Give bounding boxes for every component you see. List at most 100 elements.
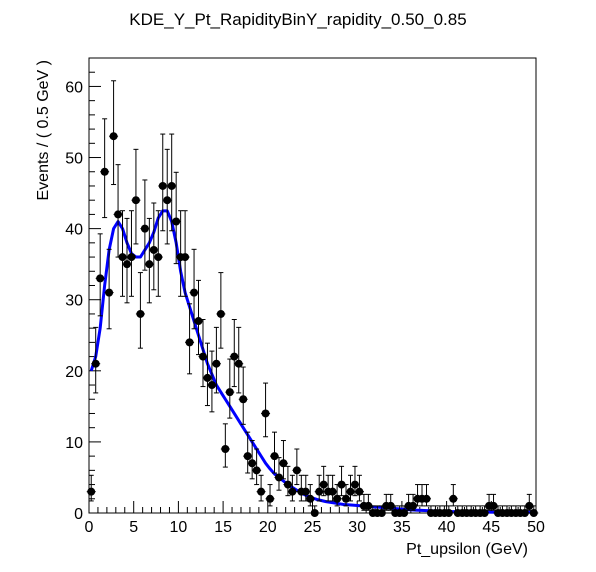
data-marker <box>230 352 239 361</box>
data-point <box>149 202 159 291</box>
data-point <box>229 319 239 388</box>
data-point <box>363 493 373 511</box>
data-point <box>448 484 458 507</box>
data-point <box>189 248 199 330</box>
data-point <box>529 505 539 517</box>
data-point <box>126 210 136 297</box>
data-marker <box>520 509 529 517</box>
data-point <box>104 248 114 330</box>
data-marker <box>194 317 203 326</box>
x-tick-label: 45 <box>482 519 500 536</box>
data-point <box>243 431 253 474</box>
data-point <box>287 474 297 502</box>
data-marker <box>529 509 538 517</box>
data-point <box>185 303 195 375</box>
data-marker <box>248 459 257 468</box>
data-marker <box>489 501 498 510</box>
data-point <box>252 448 262 486</box>
data-marker <box>328 487 337 496</box>
data-marker <box>149 245 158 254</box>
data-point <box>225 358 235 419</box>
y-tick-label: 50 <box>65 151 83 168</box>
x-tick-label: 5 <box>129 519 138 536</box>
data-point <box>131 148 141 245</box>
data-point <box>158 133 168 232</box>
data-point <box>95 233 105 317</box>
data-point <box>301 474 311 502</box>
data-point <box>144 217 154 304</box>
data-point <box>247 440 257 480</box>
plot-frame <box>88 57 537 514</box>
data-point <box>238 366 248 425</box>
data-marker <box>350 480 359 489</box>
y-axis-label: Events / ( 0.5 GeV ) <box>35 60 52 201</box>
data-marker <box>257 487 266 496</box>
data-point <box>140 179 150 271</box>
x-axis-label: Pt_upsilon (GeV) <box>406 541 528 558</box>
data-marker <box>122 260 131 269</box>
data-point <box>319 465 329 497</box>
data-marker <box>109 132 118 141</box>
data-marker <box>172 217 181 226</box>
data-point <box>207 350 217 413</box>
data-marker <box>310 509 319 517</box>
data-point <box>86 474 96 502</box>
data-point <box>202 342 212 407</box>
data-marker <box>145 260 154 269</box>
data-point <box>270 431 280 474</box>
data-point <box>310 505 320 517</box>
data-marker <box>333 494 342 503</box>
data-marker <box>266 494 275 503</box>
data-point <box>265 484 275 507</box>
data-marker <box>283 480 292 489</box>
x-tick-label: 0 <box>85 519 94 536</box>
data-marker <box>261 409 270 418</box>
data-point <box>444 505 454 517</box>
data-marker <box>221 445 230 454</box>
data-point <box>350 465 360 497</box>
data-point <box>256 474 266 502</box>
data-point <box>328 474 338 502</box>
data-point <box>109 80 119 186</box>
data-marker <box>239 395 248 404</box>
data-marker <box>131 196 140 205</box>
data-marker <box>118 253 127 262</box>
data-marker <box>216 309 225 318</box>
data-marker <box>364 501 373 510</box>
data-marker <box>386 501 395 510</box>
data-marker <box>127 253 136 262</box>
data-marker <box>480 509 489 517</box>
y-tick-label: 30 <box>65 293 83 310</box>
data-marker <box>449 494 458 503</box>
data-point <box>377 505 387 517</box>
data-point <box>399 505 409 517</box>
data-marker <box>190 288 199 297</box>
data-marker <box>306 494 315 503</box>
y-tick-label: 10 <box>65 435 83 452</box>
data-marker <box>525 501 534 510</box>
data-marker <box>292 466 301 475</box>
x-tick-label: 50 <box>527 519 545 536</box>
x-tick-label: 30 <box>348 519 366 536</box>
data-marker <box>270 452 279 461</box>
x-tick-label: 10 <box>170 519 188 536</box>
data-point <box>314 474 324 502</box>
y-tick-label: 60 <box>65 79 83 96</box>
data-point <box>421 484 431 507</box>
data-marker <box>301 487 310 496</box>
data-marker <box>377 509 386 517</box>
data-marker <box>444 509 453 517</box>
data-marker <box>136 309 145 318</box>
data-marker <box>234 359 243 368</box>
data-point <box>167 133 177 232</box>
data-marker <box>400 509 409 517</box>
data-point <box>135 272 145 349</box>
data-marker <box>315 487 324 496</box>
data-marker <box>207 381 216 390</box>
data-point <box>122 217 132 304</box>
data-point <box>292 448 302 486</box>
data-point <box>524 493 534 511</box>
data-marker <box>279 459 288 468</box>
data-point <box>198 319 208 388</box>
data-point <box>234 326 244 394</box>
